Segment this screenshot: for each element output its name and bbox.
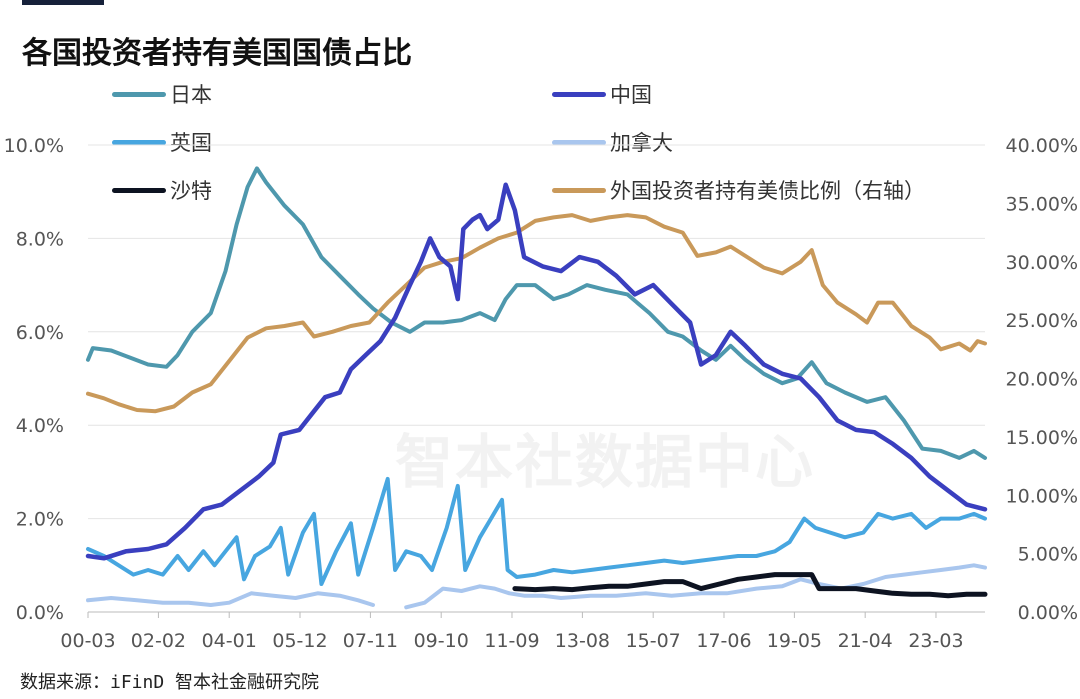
x-tick-label: 23-03 [908, 630, 963, 652]
source-note: 数据来源：iFinD 智本社金融研究院 [20, 672, 320, 693]
legend-swatch-foreign-total [552, 187, 606, 193]
series-line-canada [86, 563, 987, 610]
y2-tick-label: 10.00% [1006, 485, 1078, 507]
x-tick-label: 07-11 [343, 630, 398, 652]
y-tick-label: 6.0% [16, 322, 64, 344]
legend-label-uk: 英国 [170, 131, 212, 155]
legend-swatch-canada [552, 139, 606, 145]
series-line-uk [86, 476, 987, 586]
x-tick-label: 04-01 [202, 630, 257, 652]
legend-swatch-japan [112, 91, 166, 97]
y-tick-label: 4.0% [16, 415, 64, 437]
x-tick-label: 02-02 [131, 630, 186, 652]
x-tick-label: 21-04 [838, 630, 893, 652]
y2-tick-label: 20.00% [1006, 369, 1078, 391]
y2-tick-label: 15.00% [1006, 427, 1078, 449]
y2-tick-label: 0.00% [1018, 602, 1078, 624]
legend-label-saudi: 沙特 [170, 179, 212, 203]
legend-label-canada: 加拿大 [610, 131, 673, 155]
series-line-foreign-total [86, 213, 987, 414]
y-tick-label: 0.0% [16, 602, 64, 624]
x-tick-label: 00-03 [60, 630, 115, 652]
y2-tick-label: 35.00% [1006, 193, 1078, 215]
legend-foreign-total: 外国投资者持有美债比例（右轴） [552, 176, 925, 204]
y-tick-label: 8.0% [16, 228, 64, 250]
x-tick-label: 11-09 [484, 630, 539, 652]
legend-swatch-saudi [112, 187, 166, 193]
series-line-japan [86, 166, 987, 460]
legend-label-japan: 日本 [170, 83, 212, 107]
series-line-saudi [512, 572, 988, 599]
y2-tick-label: 40.00% [1006, 135, 1078, 157]
x-tick-label: 09-10 [414, 630, 469, 652]
y-tick-label: 10.0% [4, 135, 64, 157]
x-tick-label: 05-12 [272, 630, 327, 652]
legend-canada: 加拿大 [552, 128, 673, 156]
x-tick-label: 15-07 [626, 630, 681, 652]
legend-label-foreign-total: 外国投资者持有美债比例（右轴） [610, 179, 925, 203]
legend-swatch-uk [112, 139, 166, 145]
y2-tick-label: 25.00% [1006, 310, 1078, 332]
y2-tick-label: 30.00% [1006, 252, 1078, 274]
x-tick-label: 13-08 [555, 630, 610, 652]
top-accent-bar [22, 0, 104, 5]
series-line-china [85, 182, 988, 561]
legend-china: 中国 [552, 80, 652, 108]
x-tick-label: 17-06 [696, 630, 751, 652]
x-tick-label: 19-05 [767, 630, 822, 652]
watermark: 智本社数据中心 [395, 428, 816, 496]
legend-label-china: 中国 [610, 83, 652, 107]
legend-swatch-china [552, 91, 606, 97]
y-tick-label: 2.0% [16, 509, 64, 531]
legend-saudi: 沙特 [112, 176, 212, 204]
legend-japan: 日本 [112, 80, 212, 108]
y2-tick-label: 5.00% [1018, 544, 1078, 566]
legend-uk: 英国 [112, 128, 212, 156]
chart-title: 各国投资者持有美国国债占比 [22, 36, 412, 71]
